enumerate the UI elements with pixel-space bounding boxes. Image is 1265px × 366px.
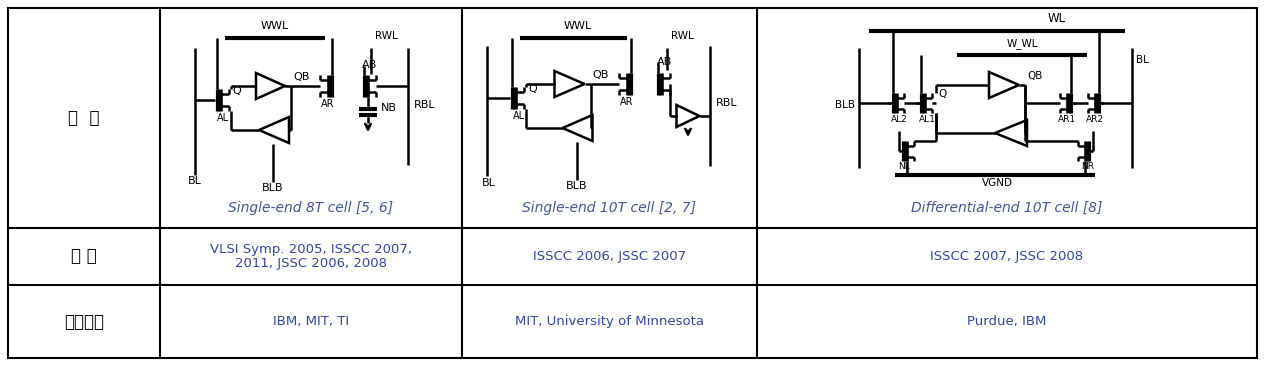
Text: BLB: BLB bbox=[835, 100, 855, 110]
Text: BL: BL bbox=[482, 178, 496, 188]
Text: QB: QB bbox=[592, 70, 608, 80]
Text: RBL: RBL bbox=[716, 98, 737, 108]
Text: WWL: WWL bbox=[564, 21, 592, 31]
Text: AR2: AR2 bbox=[1085, 115, 1104, 124]
Text: AB: AB bbox=[362, 60, 378, 70]
Text: WWL: WWL bbox=[261, 21, 290, 31]
Text: NB: NB bbox=[381, 103, 397, 113]
Text: Single-end 10T cell [2, 7]: Single-end 10T cell [2, 7] bbox=[522, 201, 697, 215]
Text: 발표기관: 발표기관 bbox=[65, 313, 104, 330]
Text: AL: AL bbox=[512, 111, 525, 121]
Text: Single-end 8T cell [5, 6]: Single-end 8T cell [5, 6] bbox=[229, 201, 393, 215]
Text: RWL: RWL bbox=[670, 31, 693, 41]
Text: RBL: RBL bbox=[414, 100, 435, 110]
Text: W_WL: W_WL bbox=[1006, 38, 1037, 49]
Text: AL2: AL2 bbox=[891, 115, 907, 124]
Text: BLB: BLB bbox=[262, 183, 283, 193]
Text: ISSCC 2006, JSSC 2007: ISSCC 2006, JSSC 2007 bbox=[533, 250, 686, 263]
Text: BLB: BLB bbox=[565, 181, 587, 191]
Text: IBM, MIT, TI: IBM, MIT, TI bbox=[273, 315, 349, 328]
Text: QB: QB bbox=[1027, 71, 1042, 81]
Text: BL: BL bbox=[188, 176, 202, 186]
Text: Q: Q bbox=[529, 84, 536, 94]
Text: VLSI Symp. 2005, ISSCC 2007,
2011, JSSC 2006, 2008: VLSI Symp. 2005, ISSCC 2007, 2011, JSSC … bbox=[210, 243, 412, 270]
Text: WL: WL bbox=[1047, 12, 1066, 25]
Text: NR: NR bbox=[1082, 162, 1094, 171]
Text: Purdue, IBM: Purdue, IBM bbox=[968, 315, 1046, 328]
Text: BL: BL bbox=[1136, 55, 1149, 65]
Text: AR1: AR1 bbox=[1058, 115, 1077, 124]
Text: AR: AR bbox=[620, 97, 634, 107]
Text: AB: AB bbox=[657, 57, 672, 67]
Text: ISSCC 2007, JSSC 2008: ISSCC 2007, JSSC 2008 bbox=[931, 250, 1084, 263]
Text: VGND: VGND bbox=[982, 178, 1012, 188]
Text: Q: Q bbox=[233, 86, 242, 96]
Text: Differential-end 10T cell [8]: Differential-end 10T cell [8] bbox=[911, 201, 1103, 215]
Text: NL: NL bbox=[898, 162, 910, 171]
Text: RWL: RWL bbox=[374, 31, 397, 41]
Text: 구  분: 구 분 bbox=[68, 109, 100, 127]
Text: QB: QB bbox=[293, 72, 310, 82]
Text: AL: AL bbox=[216, 113, 229, 123]
Text: Q: Q bbox=[939, 89, 946, 99]
Text: MIT, University of Minnesota: MIT, University of Minnesota bbox=[515, 315, 705, 328]
Text: AR: AR bbox=[321, 99, 335, 109]
Text: AL1: AL1 bbox=[918, 115, 935, 124]
Text: 발 표: 발 표 bbox=[71, 247, 97, 265]
